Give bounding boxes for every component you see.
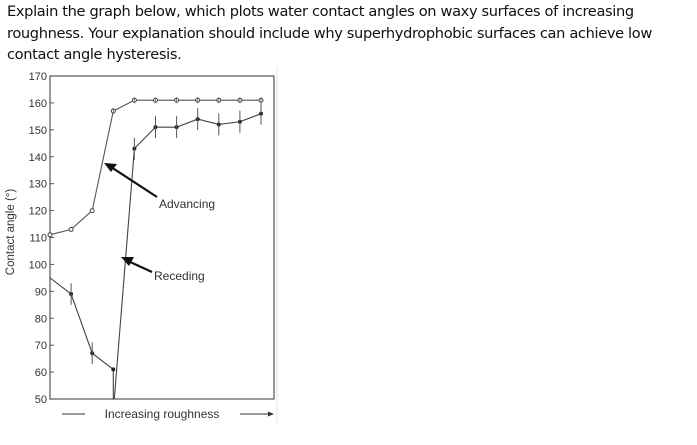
y-tick-label: 100 — [29, 259, 47, 271]
receding-line-rise — [113, 148, 135, 400]
y-tick-label: 70 — [35, 340, 47, 352]
y-tick-label: 50 — [35, 394, 47, 406]
advancing-marker — [68, 226, 74, 232]
annotation-receding: Receding — [154, 269, 205, 283]
y-tick-label: 160 — [29, 98, 47, 110]
y-tick-label: 60 — [35, 367, 47, 379]
question-line-2: roughness. Your explanation should inclu… — [7, 24, 652, 42]
y-tick-label: 90 — [35, 286, 47, 298]
advancing-marker — [47, 232, 53, 238]
receding-marker — [111, 367, 116, 372]
annotation-advancing: Advancing — [159, 197, 215, 211]
y-tick-label: 140 — [29, 152, 47, 164]
advancing-marker — [89, 208, 95, 214]
y-tick-label: 130 — [29, 179, 47, 191]
receding-line-lower — [49, 277, 114, 399]
annotations: Advancing Receding — [104, 163, 215, 283]
y-axis-label: Contact angle (°) — [5, 189, 17, 276]
contact-angle-chart: 170 160 150 140 130 120 110 100 90 80 70 60 50 Advan… — [0, 62, 280, 440]
y-tick-label: 150 — [29, 125, 47, 137]
y-axis: 170 160 150 140 130 120 110 100 90 80 70 60 50 — [29, 71, 54, 406]
arrow-head-icon — [121, 257, 134, 266]
y-tick-label: 110 — [29, 233, 47, 245]
x-axis-label-text: Increasing roughness — [105, 407, 220, 421]
y-tick-label: 170 — [29, 71, 47, 83]
y-tick-label: 80 — [35, 313, 47, 325]
question-line-3: contact angle hysteresis. — [7, 46, 182, 63]
arrow-head-icon — [104, 163, 117, 172]
y-tick-label: 120 — [29, 206, 47, 218]
question-line-1: Explain the graph below, which plots wat… — [7, 3, 634, 20]
data-series — [47, 97, 264, 400]
question-text: Explain the graph below, which plots wat… — [7, 1, 692, 66]
x-axis-label: Increasing roughness — [62, 407, 274, 421]
